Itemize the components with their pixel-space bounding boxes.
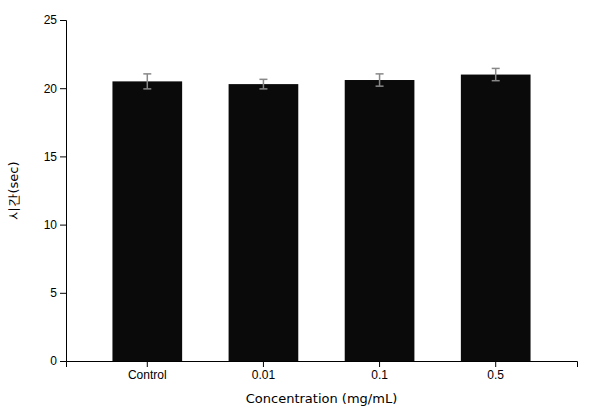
error-bar-line [379, 74, 381, 86]
error-bar-cap [492, 68, 500, 70]
x-tick-label: 0.01 [252, 368, 276, 382]
x-tick: 0.1 [371, 361, 388, 382]
error-bar-cap [376, 85, 384, 87]
y-tick-label: 0 [50, 354, 57, 368]
error-bar-line [147, 74, 149, 89]
x-tick-label: 0.1 [371, 368, 388, 382]
error-bar-line [495, 68, 497, 80]
tick-mark [60, 293, 66, 294]
y-tick-label: 25 [44, 13, 58, 27]
bar [229, 84, 299, 361]
error-bar [259, 79, 267, 89]
error-bar-cap [259, 88, 267, 90]
tick-mark [60, 20, 66, 21]
chart: Control 0.01 0.1 0.5 0 5 10 15 20 25 Concentration… [0, 0, 597, 417]
y-tick: 20 [44, 82, 66, 96]
y-tick: 5 [50, 286, 66, 300]
bar [112, 81, 182, 361]
y-axis-title: 시간(sec) [6, 161, 21, 219]
error-bar [143, 74, 151, 89]
error-bar [376, 74, 384, 86]
x-tick: 0.01 [252, 361, 276, 382]
error-bar-cap [492, 80, 500, 82]
error-bar-line [263, 79, 265, 89]
tick-mark [379, 361, 380, 367]
tick-mark [60, 225, 66, 226]
plot: Control 0.01 0.1 0.5 0 5 10 15 20 25 [44, 13, 578, 381]
error-bar [492, 68, 500, 80]
x-tick-label: Control [128, 368, 167, 382]
axis-line [60, 21, 67, 362]
y-axis: 0 5 10 15 20 25 [44, 13, 67, 368]
bar [345, 80, 415, 361]
y-tick-label: 15 [44, 150, 58, 164]
error-bar-cap [143, 73, 151, 75]
tick-mark [60, 361, 66, 362]
axis-line [67, 362, 578, 368]
x-tick: 0.5 [487, 361, 504, 382]
bar [461, 75, 531, 361]
error-bar-cap [259, 79, 267, 81]
marks [112, 68, 530, 361]
y-tick: 0 [50, 354, 66, 368]
tick-mark [495, 361, 496, 367]
error-bar-cap [143, 88, 151, 90]
y-tick-label: 20 [44, 82, 58, 96]
y-tick-label: 5 [50, 286, 57, 300]
x-axis: Control 0.01 0.1 0.5 [67, 361, 578, 382]
tick-mark [263, 361, 264, 367]
y-tick: 10 [44, 218, 66, 232]
tick-mark [147, 361, 148, 367]
y-tick: 25 [44, 13, 66, 27]
error-bar-cap [376, 73, 384, 75]
y-tick: 15 [44, 150, 66, 164]
x-axis-title: Concentration (mg/mL) [246, 391, 397, 406]
tick-mark [60, 88, 66, 89]
tick-mark [60, 156, 66, 157]
x-tick-label: 0.5 [487, 368, 504, 382]
x-tick: Control [128, 361, 167, 382]
y-tick-label: 10 [44, 218, 58, 232]
